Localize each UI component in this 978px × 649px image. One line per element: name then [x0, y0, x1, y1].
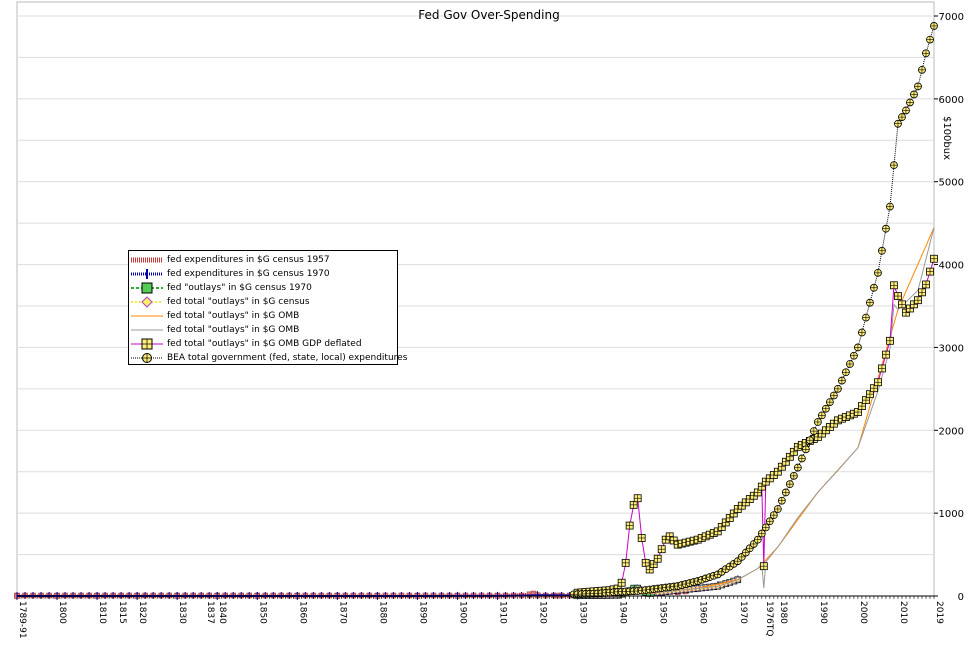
- x-tick-label: 2000: [858, 601, 868, 624]
- y-tick-label: 6000: [939, 95, 964, 106]
- legend-swatch: [131, 296, 163, 308]
- y-tick-label: 0: [958, 592, 964, 603]
- y-tick-label: 7000: [939, 12, 964, 23]
- y-axis-label: $100bux: [941, 116, 952, 160]
- x-tick-label: 1850: [257, 601, 267, 624]
- legend-swatch: [131, 257, 163, 263]
- x-tick-label: 1870: [337, 601, 347, 624]
- x-tick-label: 1920: [538, 601, 548, 624]
- y-tick-label: 3000: [939, 343, 964, 354]
- x-tick-label: 2019: [934, 601, 944, 624]
- x-tick-label: 1890: [417, 601, 427, 624]
- x-tick-label: 1837: [205, 601, 215, 624]
- x-tick-label: 1970: [738, 601, 748, 624]
- legend-item: fed total "outlays" in $G OMB: [129, 323, 397, 337]
- x-tick-label: 1815: [117, 601, 127, 624]
- legend-item: fed expenditures in $G census 1970: [129, 267, 397, 281]
- x-tick-label: 1990: [818, 601, 828, 624]
- series-line: [577, 227, 935, 597]
- legend-swatch: [131, 353, 163, 363]
- legend-label: fed expenditures in $G census 1970: [167, 269, 330, 279]
- x-tick-label: 1930: [578, 601, 588, 624]
- legend: fed expenditures in $G census 1957 fed e…: [128, 250, 407, 365]
- legend-swatch: [131, 329, 163, 331]
- legend-item: fed total "outlays" in $G OMB: [129, 309, 397, 323]
- x-tick-label: 1860: [297, 601, 307, 624]
- legend-swatch: [131, 338, 163, 350]
- y-tick-label: 2000: [939, 426, 964, 437]
- series-line: [573, 25, 935, 595]
- x-tick-label: 1910: [498, 601, 508, 624]
- legend-label: fed total "outlays" in $G OMB: [167, 325, 300, 335]
- y-tick-label: 5000: [939, 178, 964, 189]
- legend-item: fed expenditures in $G census 1957: [129, 253, 397, 267]
- legend-item: fed total "outlays" in $G census: [129, 295, 397, 309]
- x-tick-label: 1900: [457, 601, 467, 624]
- legend-swatch: [131, 282, 163, 294]
- legend-item: BEA total government (fed, state, local)…: [129, 351, 407, 365]
- x-tick-label: 1960: [698, 601, 708, 624]
- x-tick-label: 1820: [137, 601, 147, 624]
- axes: 0 1000 2000 3000 4000 5000 6000 7000 1789-91 1800…: [16, 12, 964, 639]
- legend-label: fed total "outlays" in $G census: [167, 297, 310, 307]
- legend-label: fed "outlays" in $G census 1970: [167, 283, 312, 293]
- x-tick-label: 1789-91: [17, 601, 27, 639]
- legend-item: fed total "outlays" in $G OMB GDP deflat…: [129, 337, 397, 351]
- x-tick-label: 2010: [898, 601, 908, 624]
- x-tick-label: 1950: [658, 601, 668, 624]
- x-tick-label: 1976TQ: [764, 601, 774, 637]
- y-tick-label: 4000: [939, 261, 964, 272]
- legend-label: BEA total government (fed, state, local)…: [167, 353, 408, 363]
- legend-label: fed expenditures in $G census 1957: [167, 255, 330, 265]
- x-tick-label: 1810: [97, 601, 107, 624]
- legend-label: fed total "outlays" in $G OMB: [167, 311, 300, 321]
- legend-swatch: [131, 269, 163, 279]
- legend-swatch: [131, 315, 163, 317]
- x-tick-label: 1840: [217, 601, 227, 624]
- chart-title: Fed Gov Over-Spending: [418, 8, 559, 22]
- x-tick-label: 1980: [778, 601, 788, 624]
- x-tick-label: 1940: [618, 601, 628, 624]
- x-tick-label: 1800: [57, 601, 67, 624]
- x-tick-label: 1880: [377, 601, 387, 624]
- legend-item: fed "outlays" in $G census 1970: [129, 281, 397, 295]
- y-tick-label: 1000: [939, 509, 964, 520]
- legend-label: fed total "outlays" in $G OMB GDP deflat…: [167, 339, 362, 349]
- x-tick-label: 1830: [177, 601, 187, 624]
